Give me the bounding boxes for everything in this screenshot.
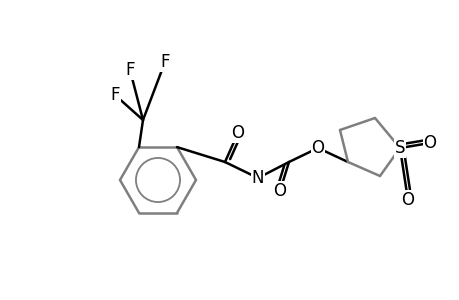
Text: S: S xyxy=(394,139,404,157)
Text: F: F xyxy=(110,86,119,104)
Text: O: O xyxy=(423,134,436,152)
Text: O: O xyxy=(231,124,244,142)
Text: F: F xyxy=(160,53,169,71)
Text: O: O xyxy=(273,182,286,200)
Text: O: O xyxy=(401,191,414,209)
Text: O: O xyxy=(311,139,324,157)
Text: F: F xyxy=(125,61,134,79)
Text: N: N xyxy=(251,169,263,187)
